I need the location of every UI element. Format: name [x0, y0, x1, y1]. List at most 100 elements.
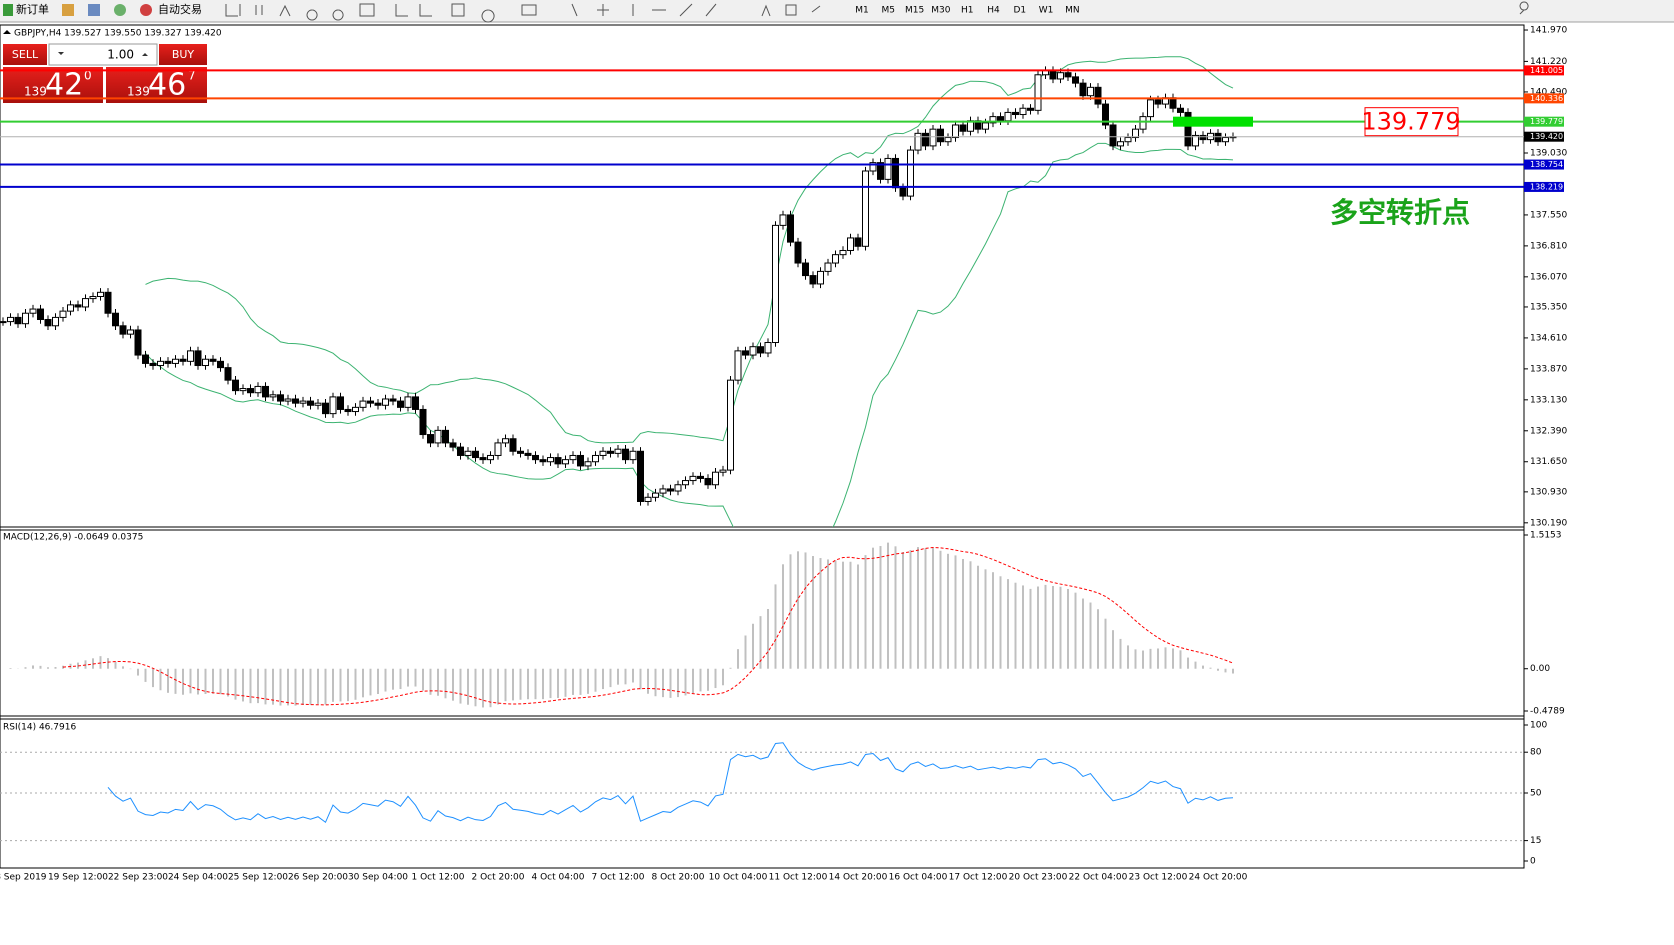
price-area: [0, 56, 1237, 527]
auto-trade-button[interactable]: 自动交易: [158, 2, 202, 16]
candle-body: [749, 346, 757, 356]
timeframe-button: MN: [1065, 6, 1080, 16]
level-tag: [1524, 65, 1564, 76]
candle-body: [22, 312, 29, 325]
candle-body: [1222, 137, 1229, 143]
candle-body: [659, 488, 667, 494]
candle-body: [374, 402, 382, 406]
level-label: 138.754: [1530, 160, 1563, 169]
candle-body: [629, 450, 637, 461]
candle-body: [269, 394, 277, 398]
candle-body: [59, 310, 67, 318]
candle-body: [772, 224, 779, 344]
candle-body: [157, 360, 164, 367]
y-tick-label: 141.220: [1530, 57, 1567, 67]
y-tick-label: 100: [1530, 721, 1547, 731]
y-tick-label: 134.610: [1530, 333, 1567, 343]
candle-body: [577, 454, 584, 467]
price-annotation-box: [1364, 107, 1459, 137]
candle-body: [74, 304, 82, 308]
candle-body: [1214, 132, 1222, 143]
ask-big: 139: [127, 85, 150, 99]
candle-body: [1064, 72, 1072, 78]
candle-body: [494, 442, 502, 456]
ask-box[interactable]: [106, 67, 207, 103]
candle-body: [884, 157, 892, 180]
candle-body: [389, 398, 397, 402]
candle-body: [134, 329, 142, 356]
toolbar: [0, 0, 1674, 22]
candle-body: [562, 459, 569, 465]
candle-body: [817, 270, 824, 285]
candle-body: [1012, 111, 1019, 116]
candle-body: [989, 116, 997, 124]
sell-button[interactable]: [3, 44, 47, 65]
buy-button[interactable]: [159, 44, 207, 65]
y-tick-label: 132.390: [1530, 426, 1567, 436]
candle-body: [367, 400, 374, 404]
x-tick-label: 17 Oct 12:00: [949, 873, 1008, 883]
candle-body: [202, 358, 209, 367]
candle-body: [172, 358, 179, 364]
x-tick-label: 26 Sep 20:00: [288, 873, 348, 883]
lots-spinner[interactable]: [48, 43, 158, 66]
candle-body: [1124, 137, 1132, 143]
y-tick-label: 130.190: [1530, 518, 1567, 528]
candle-body: [569, 454, 577, 461]
candle-body: [532, 454, 539, 461]
candle-body: [1177, 107, 1184, 113]
candle-body: [472, 450, 479, 459]
candle-body: [277, 394, 284, 402]
candle-body: [892, 157, 899, 189]
y-tick-label: -0.4789: [1530, 707, 1565, 717]
bid-box[interactable]: [3, 67, 103, 103]
trade-panel: SELL 1.00 BUY 139 42 0 139 46 7: [3, 43, 207, 103]
candle-body: [847, 237, 854, 251]
candle-body: [487, 454, 494, 461]
ask-sup: 7: [188, 69, 196, 83]
y-tick-label: 133.870: [1530, 364, 1567, 374]
candle-body: [224, 367, 232, 381]
candle-body: [1117, 141, 1124, 147]
x-tick-label: 19 Sep 12:00: [48, 873, 108, 883]
new-order-button[interactable]: 新订单: [16, 2, 49, 16]
candle-body: [637, 450, 644, 502]
candle-body: [14, 316, 22, 325]
candle-body: [839, 249, 847, 256]
x-tick-label: 24 Sep 04:00: [168, 873, 228, 883]
candle-body: [479, 457, 487, 461]
y-tick-label: 0: [1530, 857, 1536, 867]
candle-body: [67, 304, 74, 312]
x-tick-label: 24 Oct 20:00: [1189, 873, 1248, 883]
candle-body: [742, 350, 749, 356]
candle-body: [329, 396, 337, 415]
candle-body: [217, 360, 224, 369]
y-tick-label: 0.00: [1530, 664, 1550, 674]
level-tag: [1524, 181, 1564, 192]
y-tick-label: 136.070: [1530, 272, 1567, 282]
candle-body: [787, 214, 794, 243]
candle-body: [352, 406, 359, 413]
candle-body: [247, 388, 254, 394]
sell-label: SELL: [12, 48, 39, 61]
candle-body: [854, 237, 862, 247]
x-tick-label: 7 Oct 12:00: [592, 873, 645, 883]
candle-body: [937, 128, 944, 143]
candle-body: [682, 480, 689, 486]
lots-value: 1.00: [107, 48, 134, 62]
y-tick-label: 80: [1530, 748, 1542, 758]
candle-body: [622, 448, 629, 461]
level-label: 141.005: [1530, 66, 1563, 75]
chart-title: GBPJPY,H4 139.527 139.550 139.327 139.42…: [14, 29, 222, 39]
x-tick-label: 4 Oct 04:00: [532, 873, 585, 883]
x-tick-label: 30 Sep 04:00: [348, 873, 408, 883]
candle-body: [824, 262, 832, 272]
candle-body: [944, 137, 952, 143]
candle-body: [1087, 86, 1094, 97]
candle-body: [547, 457, 554, 463]
candle-body: [554, 457, 562, 465]
candle-body: [727, 379, 734, 471]
candle-body: [607, 450, 614, 454]
candle-body: [284, 398, 292, 402]
